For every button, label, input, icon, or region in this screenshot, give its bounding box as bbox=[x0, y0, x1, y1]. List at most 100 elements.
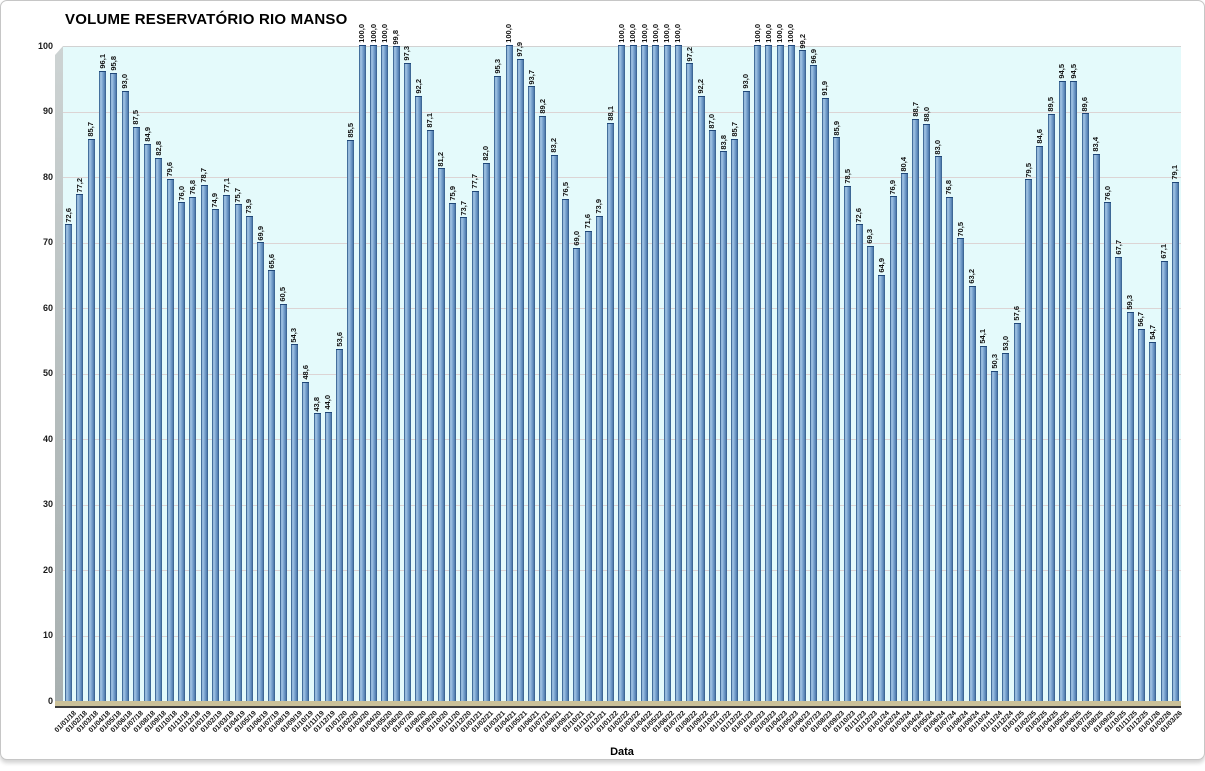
bar-slot: 96,1 bbox=[97, 46, 108, 701]
bar-slot: 78,5 bbox=[842, 46, 853, 701]
bar-value-label: 54,3 bbox=[289, 327, 299, 343]
bar bbox=[900, 173, 908, 701]
bar bbox=[810, 65, 818, 701]
bar bbox=[720, 151, 728, 701]
bar bbox=[76, 194, 84, 701]
bar-slot: 67,7 bbox=[1113, 46, 1124, 701]
bar bbox=[178, 202, 186, 701]
bar bbox=[833, 137, 841, 701]
bar-slot: 99,8 bbox=[390, 30, 401, 701]
bar-value-label: 76,8 bbox=[187, 180, 197, 195]
bar-slot: 73,9 bbox=[244, 46, 255, 701]
bar-value-label: 71,6 bbox=[583, 214, 593, 230]
bar-value-label: 69,9 bbox=[255, 225, 265, 241]
bar bbox=[708, 130, 716, 701]
bar-slot: 69,9 bbox=[255, 46, 266, 701]
bar bbox=[302, 381, 310, 701]
bar-value-label: 100,0 bbox=[504, 24, 514, 43]
bar-slot: 76,5 bbox=[560, 46, 571, 701]
bar bbox=[1115, 256, 1123, 701]
bar bbox=[200, 184, 208, 701]
bar-slot: 89,2 bbox=[537, 46, 548, 701]
bar-value-label: 87,5 bbox=[131, 110, 141, 125]
bar bbox=[1126, 311, 1134, 701]
bars-layer: 72,6 77,2 85,7 96,1 95,8 93,0 87,5 84,9 82,8 79,6… bbox=[63, 24, 1181, 701]
bar bbox=[336, 348, 344, 701]
bar-value-label: 85,9 bbox=[831, 120, 841, 136]
bar-value-label: 100,0 bbox=[662, 24, 672, 43]
bar-slot: 77,7 bbox=[470, 46, 481, 701]
bar-value-label: 78,7 bbox=[199, 167, 209, 183]
bar bbox=[562, 198, 570, 701]
bar-slot: 93,7 bbox=[526, 46, 537, 701]
bar bbox=[618, 45, 626, 701]
bar bbox=[629, 45, 637, 701]
bar-slot: 100,0 bbox=[616, 24, 627, 701]
bar-slot: 79,5 bbox=[1023, 46, 1034, 701]
bar-value-label: 88,0 bbox=[921, 107, 931, 122]
bar bbox=[324, 411, 332, 701]
bar-slot: 93,0 bbox=[119, 46, 130, 701]
bar-value-label: 100,0 bbox=[775, 24, 785, 43]
bar-value-label: 85,7 bbox=[86, 122, 96, 137]
bar bbox=[415, 96, 423, 701]
bar-slot: 83,0 bbox=[933, 46, 944, 701]
bar-value-label: 73,9 bbox=[244, 199, 254, 214]
bar-slot: 54,7 bbox=[1147, 46, 1158, 701]
bar-slot: 87,0 bbox=[707, 46, 718, 701]
bar-value-label: 48,6 bbox=[300, 365, 310, 380]
bar bbox=[211, 209, 219, 701]
bar bbox=[742, 90, 750, 701]
bar-slot: 75,9 bbox=[447, 46, 458, 701]
bar-slot: 48,6 bbox=[300, 46, 311, 701]
bar-value-label: 83,4 bbox=[1091, 137, 1101, 152]
bar-slot: 73,7 bbox=[458, 46, 469, 701]
bar-value-label: 84,9 bbox=[142, 127, 152, 142]
bar bbox=[663, 45, 671, 701]
bar-value-label: 97,2 bbox=[684, 46, 694, 62]
bar-value-label: 94,5 bbox=[1057, 64, 1067, 80]
bar-value-label: 84,6 bbox=[1034, 129, 1044, 144]
bar bbox=[731, 138, 739, 701]
y-axis-tick-label: 60 bbox=[42, 302, 53, 313]
bar-slot: 91,9 bbox=[820, 46, 831, 701]
bar-value-label: 79,5 bbox=[1023, 162, 1033, 178]
y-axis-tick-label: 40 bbox=[42, 433, 53, 444]
bar-slot: 54,3 bbox=[289, 46, 300, 701]
bar bbox=[268, 270, 276, 701]
bar-value-label: 74,9 bbox=[210, 192, 220, 208]
bar-slot: 94,5 bbox=[1057, 46, 1068, 701]
y-axis-tick-label: 100 bbox=[37, 40, 53, 51]
bar-value-label: 87,0 bbox=[707, 113, 717, 129]
bar bbox=[1058, 81, 1066, 701]
bar bbox=[257, 242, 265, 701]
bar-value-label: 92,2 bbox=[413, 79, 423, 95]
y-axis-tick-label: 90 bbox=[42, 106, 53, 116]
bar-slot: 100,0 bbox=[774, 24, 785, 701]
bar-value-label: 81,2 bbox=[436, 151, 446, 167]
bar-value-label: 100,0 bbox=[628, 24, 638, 43]
bar-value-label: 53,6 bbox=[334, 332, 344, 347]
bar-value-label: 63,2 bbox=[967, 269, 977, 285]
bar-slot: 100,0 bbox=[650, 24, 661, 701]
bar bbox=[234, 204, 242, 701]
bar-value-label: 76,0 bbox=[176, 185, 186, 201]
bar-slot: 84,9 bbox=[142, 46, 153, 701]
bar-slot: 95,3 bbox=[492, 46, 503, 701]
bar-slot: 100,0 bbox=[763, 24, 774, 701]
bar-value-label: 100,0 bbox=[650, 24, 660, 43]
bar bbox=[1070, 81, 1078, 701]
bar-slot: 53,0 bbox=[1000, 46, 1011, 701]
bar-value-label: 94,5 bbox=[1068, 64, 1078, 80]
bar-slot: 100,0 bbox=[368, 24, 379, 701]
bar-slot: 97,2 bbox=[684, 46, 695, 701]
bar bbox=[223, 195, 231, 701]
bar-slot: 72,6 bbox=[854, 46, 865, 701]
bar-value-label: 73,7 bbox=[458, 200, 468, 216]
bar bbox=[245, 215, 253, 701]
bar-slot: 97,9 bbox=[515, 42, 526, 701]
bar bbox=[155, 157, 163, 701]
bar-value-label: 69,3 bbox=[865, 229, 875, 245]
bar bbox=[866, 246, 874, 701]
bar bbox=[279, 303, 287, 701]
